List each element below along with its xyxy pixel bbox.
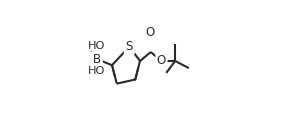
Text: S: S bbox=[126, 40, 133, 53]
Text: O: O bbox=[145, 26, 154, 39]
Text: B: B bbox=[93, 53, 101, 66]
Text: B: B bbox=[93, 53, 101, 66]
Text: S: S bbox=[126, 40, 133, 53]
Text: O: O bbox=[145, 26, 154, 39]
Text: HO: HO bbox=[88, 41, 105, 51]
Text: HO: HO bbox=[88, 66, 105, 76]
Text: O: O bbox=[157, 55, 166, 67]
Text: O: O bbox=[157, 55, 166, 67]
